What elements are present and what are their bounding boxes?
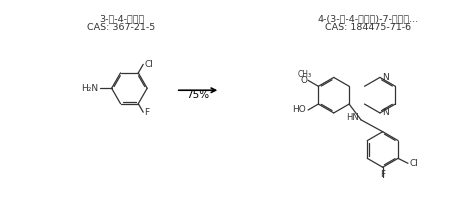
- Text: HN: HN: [346, 113, 359, 122]
- Text: O: O: [300, 76, 307, 85]
- Text: N: N: [382, 108, 389, 117]
- Text: 75%: 75%: [186, 90, 210, 100]
- Text: Cl: Cl: [410, 159, 419, 168]
- Text: Cl: Cl: [144, 60, 153, 69]
- Text: 4-(3-氯-4-氟苯胺)-7-甲氧基...: 4-(3-氯-4-氟苯胺)-7-甲氧基...: [318, 14, 419, 23]
- Text: F: F: [380, 170, 385, 179]
- Text: HO: HO: [292, 105, 306, 115]
- Text: CH₃: CH₃: [298, 71, 312, 79]
- Text: N: N: [382, 73, 389, 82]
- Text: H₂N: H₂N: [81, 84, 98, 93]
- Text: CAS: 367-21-5: CAS: 367-21-5: [87, 23, 155, 32]
- Text: F: F: [144, 108, 149, 117]
- Text: CAS: 184475-71-6: CAS: 184475-71-6: [325, 23, 411, 32]
- Text: 3-氯-4-氟苯胺: 3-氯-4-氟苯胺: [99, 14, 144, 23]
